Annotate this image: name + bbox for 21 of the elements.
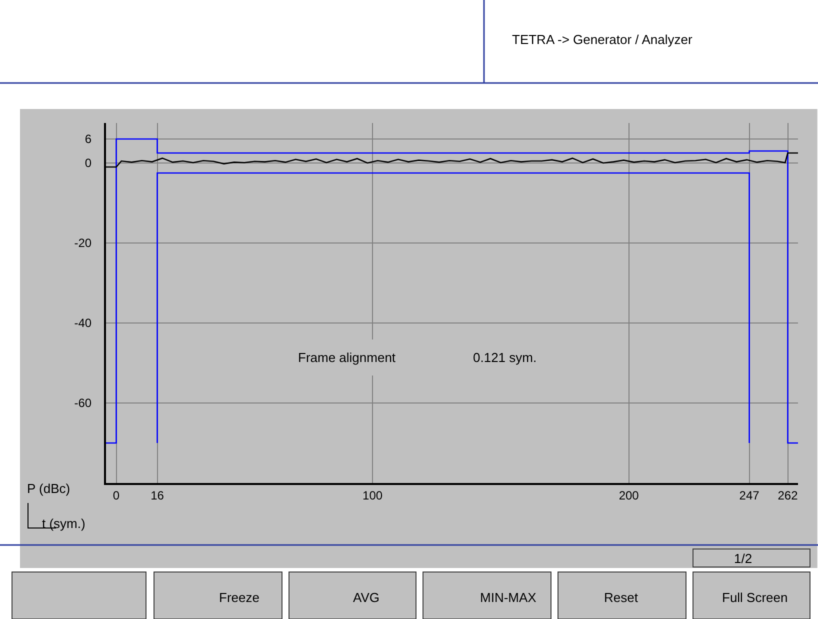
chart-title: TETRA -> Generator / Analyzer <box>512 32 693 47</box>
annotation: 0.121 sym. <box>473 350 537 365</box>
x-tick-label: 247 <box>739 488 760 502</box>
y-tick-label: -60 <box>74 396 92 410</box>
x-tick-label: 16 <box>150 488 164 502</box>
y-axis-title: P (dBc) <box>27 481 70 496</box>
text: Freeze <box>219 590 260 605</box>
text: 1/2 <box>734 551 752 566</box>
x-tick-label: 0 <box>112 488 120 502</box>
text: Reset <box>604 590 638 605</box>
text: Full Screen <box>722 590 788 605</box>
x-tick-label: 100 <box>362 488 383 502</box>
annotation: Frame alignment <box>298 350 396 365</box>
y-tick-label: 0 <box>84 156 92 170</box>
y-tick-label: -20 <box>74 236 92 250</box>
y-tick-label: 6 <box>84 132 92 146</box>
text: AVG <box>353 590 380 605</box>
text: MIN-MAX <box>480 590 537 605</box>
x-tick-label: 200 <box>618 488 640 502</box>
y-tick-label: -40 <box>74 316 92 330</box>
x-tick-label: 262 <box>778 488 798 502</box>
